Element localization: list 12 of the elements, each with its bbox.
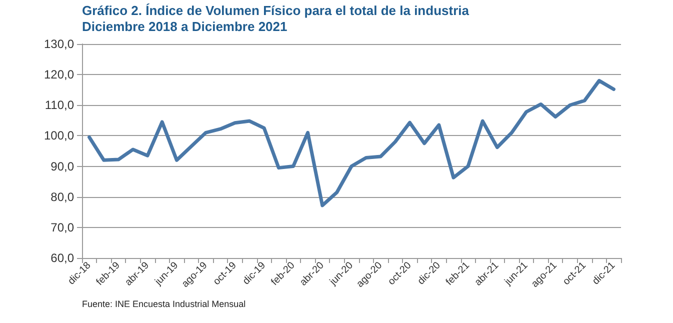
y-tick-label: 120,0 (44, 68, 74, 82)
y-tick-label: 130,0 (44, 37, 74, 51)
y-tick-label: 100,0 (44, 128, 74, 143)
y-tick-label: 60,0 (50, 251, 74, 265)
line-series (88, 78, 616, 208)
source-note: Fuente: INE Encuesta Industrial Mensual (82, 299, 246, 309)
y-tick-label: 110,0 (44, 98, 74, 112)
chart-subtitle: Diciembre 2018 a Diciembre 2021 (82, 19, 288, 35)
y-tick-label: 90,0 (50, 159, 74, 174)
chart-title: Gráfico 2. Índice de Volumen Físico para el total de la industria (82, 3, 469, 19)
y-tick-label: 70,0 (50, 220, 74, 234)
y-tick-label: 80,0 (50, 190, 74, 204)
